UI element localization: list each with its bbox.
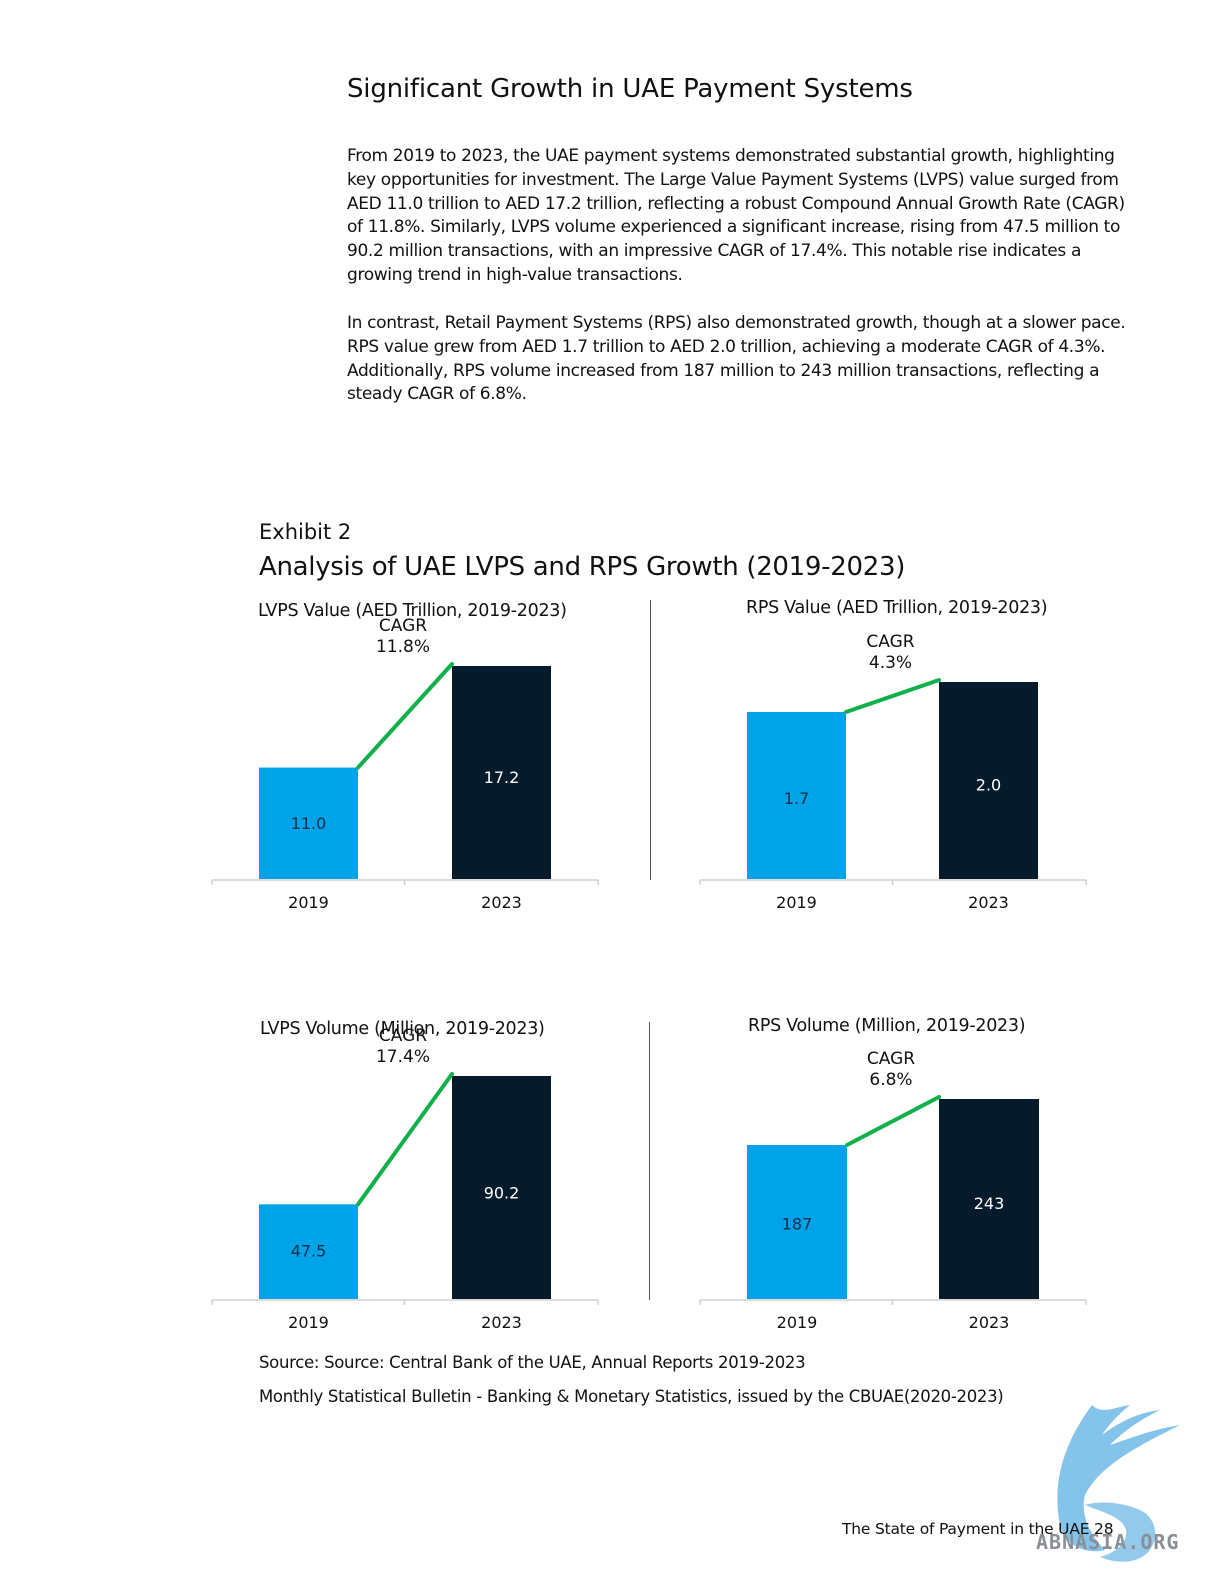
exhibit-title: Analysis of UAE LVPS and RPS Growth (201… bbox=[259, 552, 906, 582]
cagr-line bbox=[845, 1095, 941, 1147]
bar-value-label: 2.0 bbox=[976, 775, 1001, 794]
cagr-value: 17.4% bbox=[376, 1047, 430, 1067]
chart-title: RPS Volume (Million, 2019-2023) bbox=[748, 1016, 1026, 1036]
chart-divider bbox=[650, 600, 651, 880]
cagr-annotation-label: CAGR bbox=[379, 616, 427, 636]
x-tick-label: 2019 bbox=[777, 1313, 818, 1332]
cagr-value: 11.8% bbox=[376, 637, 430, 657]
chart-rps-value: RPS Value (AED Trillion, 2019-2023) 1.7 2… bbox=[699, 598, 1090, 920]
x-tick-label: 2019 bbox=[288, 893, 329, 912]
cagr-annotation-label: CAGR bbox=[866, 632, 914, 652]
griffin-logo-icon bbox=[1057, 1405, 1180, 1562]
bar-value-label: 90.2 bbox=[484, 1184, 520, 1203]
cagr-line bbox=[844, 678, 941, 714]
bar-2023 bbox=[452, 1076, 551, 1299]
bar-2023 bbox=[939, 682, 1038, 879]
x-tick-label: 2023 bbox=[969, 1313, 1010, 1332]
bar-value-label: 1.7 bbox=[784, 789, 809, 808]
bar-2023 bbox=[939, 1099, 1039, 1299]
chart-divider bbox=[649, 1022, 650, 1300]
source-note-bulletin: Monthly Statistical Bulletin - Banking &… bbox=[259, 1387, 1004, 1406]
chart-title: LVPS Value (AED Trillion, 2019-2023) bbox=[258, 601, 567, 621]
x-tick-label: 2019 bbox=[288, 1313, 329, 1332]
bar-2019 bbox=[747, 1145, 847, 1299]
source-note: Source: Source: Central Bank of the UAE,… bbox=[259, 1353, 806, 1372]
page-title: Significant Growth in UAE Payment System… bbox=[347, 74, 913, 104]
paragraph-rps: In contrast, Retail Payment Systems (RPS… bbox=[347, 313, 1126, 405]
cagr-value: 4.3% bbox=[869, 653, 912, 673]
exhibit-label: Exhibit 2 bbox=[259, 520, 352, 544]
chart-title: RPS Value (AED Trillion, 2019-2023) bbox=[746, 598, 1048, 618]
chart-title: LVPS Volume (Million, 2019-2023) bbox=[260, 1019, 545, 1039]
bar-value-label: 17.2 bbox=[484, 768, 520, 787]
x-tick-label: 2023 bbox=[481, 1313, 522, 1332]
cagr-annotation-label: CAGR bbox=[867, 1049, 915, 1069]
paragraph-lvps: From 2019 to 2023, the UAE payment syste… bbox=[347, 146, 1125, 285]
bar-2019 bbox=[259, 1204, 358, 1299]
cagr-line bbox=[356, 662, 454, 770]
bar-value-label: 187 bbox=[782, 1215, 813, 1234]
bar-2023 bbox=[452, 666, 551, 879]
cagr-line bbox=[356, 1072, 454, 1207]
bar-value-label: 47.5 bbox=[291, 1241, 327, 1260]
cagr-value: 6.8% bbox=[869, 1070, 912, 1090]
bar-2019 bbox=[747, 712, 846, 879]
cagr-annotation-label: CAGR bbox=[379, 1026, 427, 1046]
x-tick-label: 2019 bbox=[776, 893, 817, 912]
chart-lvps-volume: LVPS Volume (Million, 2019-2023) 47.5 201… bbox=[211, 1018, 602, 1338]
bar-value-label: 11.0 bbox=[291, 814, 327, 833]
x-tick-label: 2023 bbox=[968, 893, 1009, 912]
watermark-text: ABNASIA.ORG bbox=[1036, 1530, 1180, 1554]
chart-rps-volume: RPS Volume (Million, 2019-2023) 187 2019 2… bbox=[699, 1016, 1090, 1338]
chart-lvps-value: LVPS Value (AED Trillion, 2019-2023) 11.… bbox=[211, 600, 602, 920]
page-footer: The State of Payment in the UAE 28 bbox=[842, 1520, 1114, 1538]
bar-2019 bbox=[259, 767, 358, 879]
x-tick-label: 2023 bbox=[481, 893, 522, 912]
bar-value-label: 243 bbox=[974, 1194, 1005, 1213]
